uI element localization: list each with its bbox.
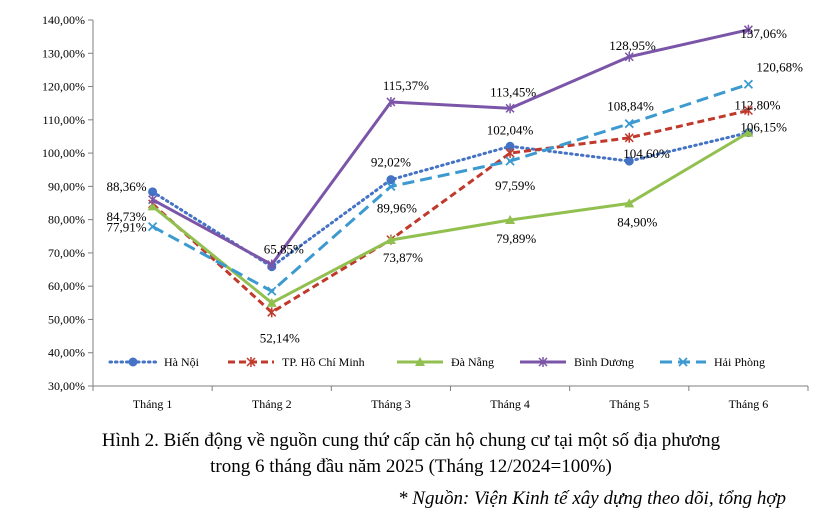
legend-label: TP. Hồ Chí Minh — [282, 355, 365, 369]
data-label: 97,59% — [495, 178, 535, 193]
data-point — [624, 156, 634, 166]
data-point — [386, 175, 396, 185]
data-point — [267, 307, 277, 318]
y-tick-label: 40,00% — [48, 346, 85, 360]
y-tick-label: 80,00% — [48, 213, 85, 227]
data-label: 128,95% — [609, 38, 656, 53]
data-point — [147, 221, 158, 232]
data-point — [385, 235, 396, 245]
source-note: * Nguồn: Viện Kinh tế xây dựng theo dõi,… — [398, 488, 786, 509]
y-tick-label: 50,00% — [48, 312, 85, 326]
data-label: 106,15% — [740, 120, 787, 135]
series-line-4 — [151, 28, 749, 267]
data-label: 112,80% — [734, 98, 780, 113]
legend-label: Bình Dương — [574, 355, 634, 369]
legend-marker — [678, 357, 688, 367]
legend-marker — [415, 357, 425, 366]
data-point — [505, 148, 515, 159]
data-label: 102,04% — [487, 122, 534, 137]
legend-label: Hà Nội — [164, 355, 200, 369]
data-label: 104,60% — [623, 146, 670, 161]
data-label: 120,68% — [756, 59, 803, 74]
y-tick-label: 120,00% — [42, 80, 85, 94]
data-point — [386, 181, 396, 192]
data-point — [743, 105, 753, 116]
x-tick-label: Tháng 6 — [729, 397, 769, 411]
data-point — [624, 51, 634, 62]
series-line-3 — [151, 131, 750, 305]
x-tick-label: Tháng 3 — [371, 397, 411, 411]
data-point — [743, 127, 754, 137]
data-label: 115,37% — [383, 78, 429, 93]
figure-caption-line-2: trong 6 tháng đầu năm 2025 (Tháng 12/202… — [210, 456, 612, 477]
y-tick-label: 30,00% — [48, 379, 85, 393]
data-label: 73,87% — [383, 250, 423, 265]
y-tick-label: 100,00% — [42, 146, 85, 160]
data-label: 137,06% — [740, 26, 787, 41]
data-label: 108,84% — [607, 99, 654, 114]
series-line-5 — [151, 82, 749, 293]
data-point — [267, 259, 277, 270]
x-tick-label: Tháng 4 — [490, 397, 530, 411]
data-label: 77,91% — [106, 220, 146, 235]
data-point — [505, 215, 516, 225]
data-point — [624, 119, 634, 129]
data-label: 92,02% — [371, 155, 411, 170]
data-point — [267, 286, 277, 296]
data-point — [743, 79, 754, 89]
y-tick-label: 70,00% — [48, 246, 85, 260]
legend-marker — [128, 357, 138, 367]
legend-label: Đà Nẵng — [451, 355, 494, 369]
x-tick-label: Tháng 1 — [133, 397, 173, 411]
data-label: 84,73% — [106, 209, 146, 224]
legend-marker — [246, 357, 256, 367]
legend-label: Hải Phòng — [714, 355, 765, 369]
x-tick-label: Tháng 2 — [252, 397, 292, 411]
data-label: 65,85% — [264, 242, 304, 257]
data-point — [624, 132, 634, 143]
data-point — [147, 201, 158, 211]
data-label: 88,36% — [106, 179, 146, 194]
data-label: 79,89% — [496, 231, 536, 246]
y-tick-label: 130,00% — [42, 46, 85, 60]
data-point — [743, 24, 753, 35]
data-label: 89,96% — [377, 200, 417, 215]
series-line-2 — [151, 109, 749, 314]
x-tick-label: Tháng 5 — [609, 397, 649, 411]
legend-marker — [538, 357, 548, 367]
data-label: 84,90% — [617, 214, 657, 229]
y-tick-label: 60,00% — [48, 279, 85, 293]
data-label: 52,14% — [260, 330, 300, 345]
y-tick-label: 90,00% — [48, 179, 85, 193]
data-point — [148, 194, 158, 205]
data-point — [505, 156, 515, 166]
data-label: 113,45% — [490, 84, 536, 99]
data-point — [386, 96, 396, 107]
line-chart: 30,00% 40,00% 50,00% 60,00% 70,00% 80,00% 90,0… — [42, 13, 809, 411]
y-tick-label: 140,00% — [42, 13, 85, 27]
data-point — [624, 198, 635, 208]
data-point — [266, 297, 277, 307]
figure-caption-line-1: Hình 2. Biến động về nguồn cung thứ cấp … — [101, 430, 721, 451]
data-point — [505, 103, 515, 114]
y-tick-label: 110,00% — [42, 113, 85, 127]
data-point — [148, 187, 158, 197]
